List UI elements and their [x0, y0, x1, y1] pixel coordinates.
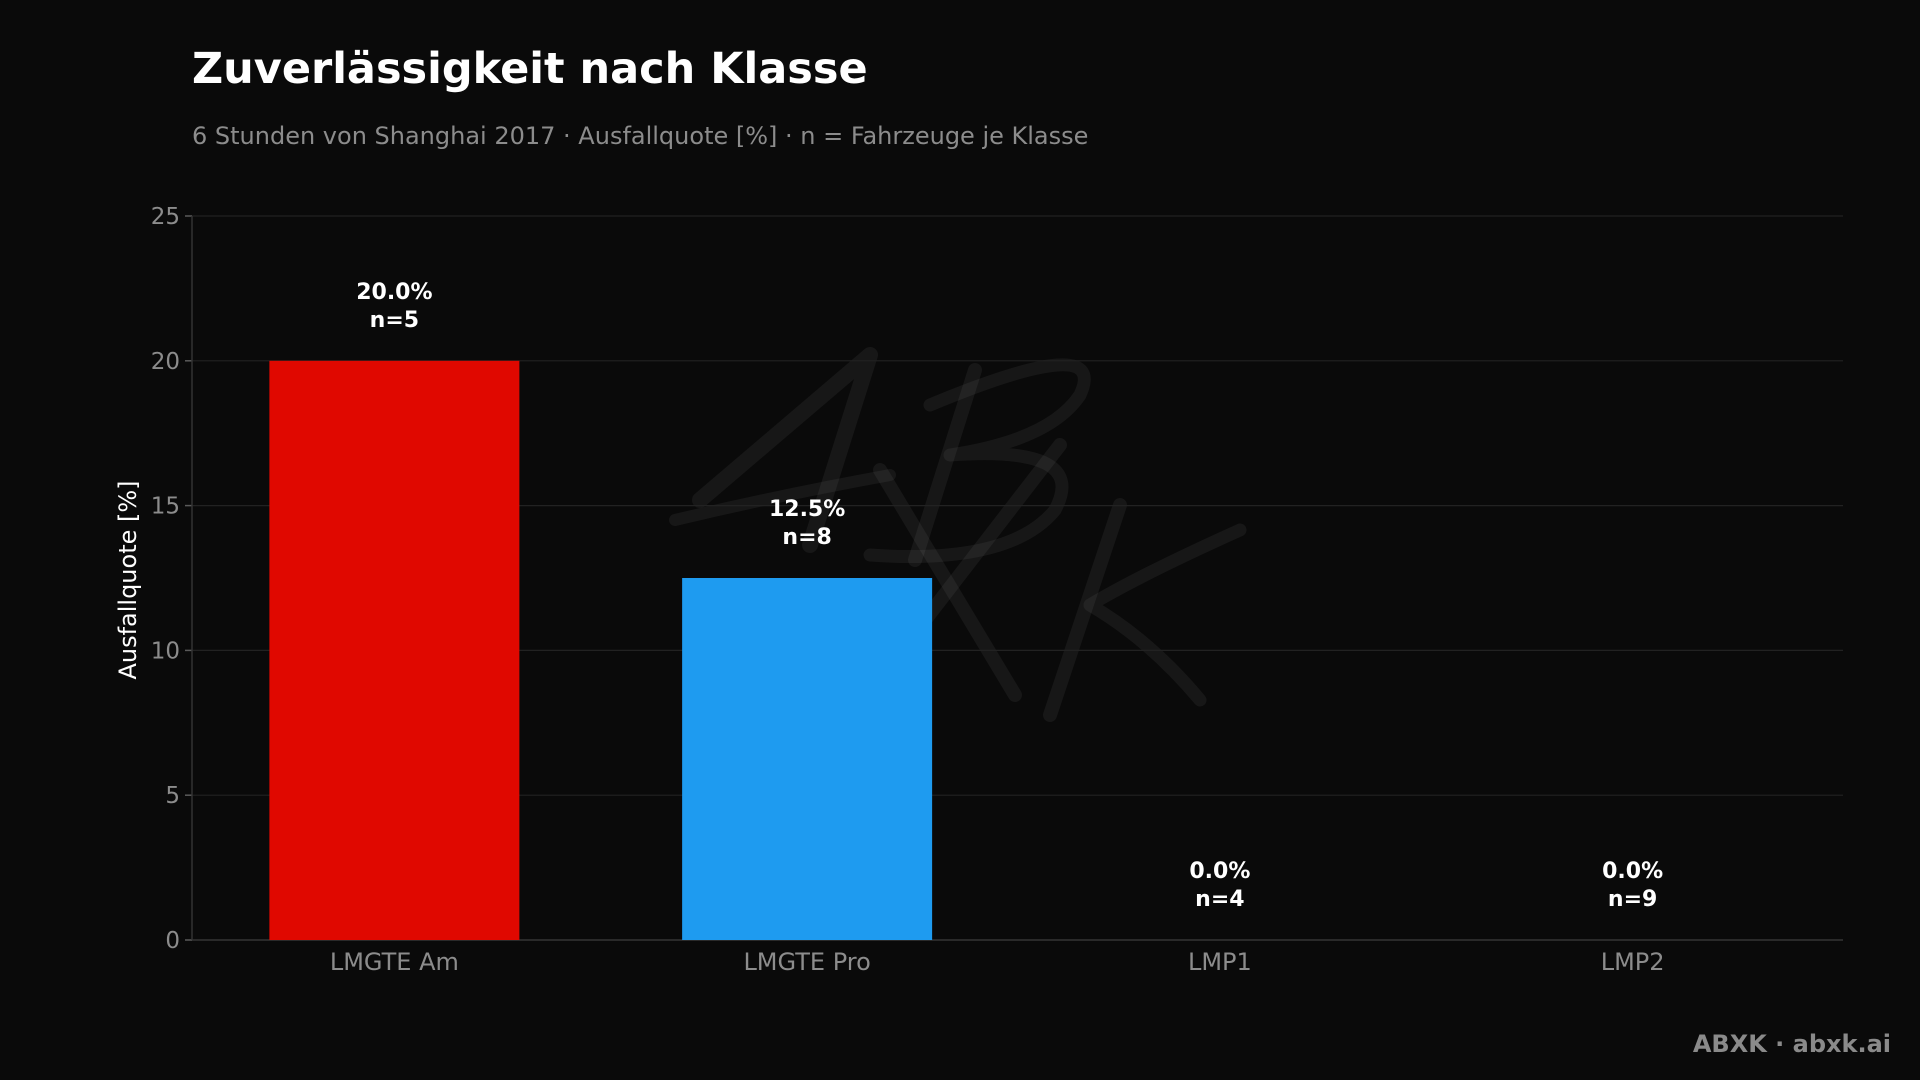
y-tick-label: 15 [151, 494, 180, 520]
bar-n-label: n=5 [370, 308, 419, 333]
y-tick-label: 25 [151, 204, 180, 230]
y-tick-label: 10 [151, 638, 180, 664]
watermark-logo [669, 347, 1247, 724]
bar-lmgte-pro [682, 578, 933, 940]
x-tick-label: LMP2 [1601, 948, 1665, 976]
y-axis-label: Ausfallquote [%] [114, 480, 142, 679]
bar-value-label: 20.0% [356, 280, 432, 305]
chart-title: Zuverlässigkeit nach Klasse [192, 44, 868, 94]
bar-value-label: 0.0% [1189, 859, 1250, 884]
bar-n-label: n=4 [1195, 887, 1244, 912]
bar-value-label: 12.5% [769, 497, 845, 522]
bar-lmgte-am [269, 360, 520, 940]
y-tick-label: 20 [151, 349, 180, 375]
footer-brand: ABXK · abxk.ai [1692, 1030, 1891, 1058]
y-tick-label: 0 [165, 928, 180, 954]
chart-subtitle: 6 Stunden von Shanghai 2017 · Ausfallquo… [192, 122, 1089, 150]
x-tick-label: LMGTE Am [330, 948, 459, 976]
x-tick-label: LMP1 [1188, 948, 1252, 976]
x-tick-label: LMGTE Pro [743, 948, 870, 976]
bar-n-label: n=8 [782, 525, 831, 550]
y-tick-label: 5 [165, 783, 180, 809]
bar-n-label: n=9 [1608, 887, 1657, 912]
bar-value-label: 0.0% [1602, 859, 1663, 884]
